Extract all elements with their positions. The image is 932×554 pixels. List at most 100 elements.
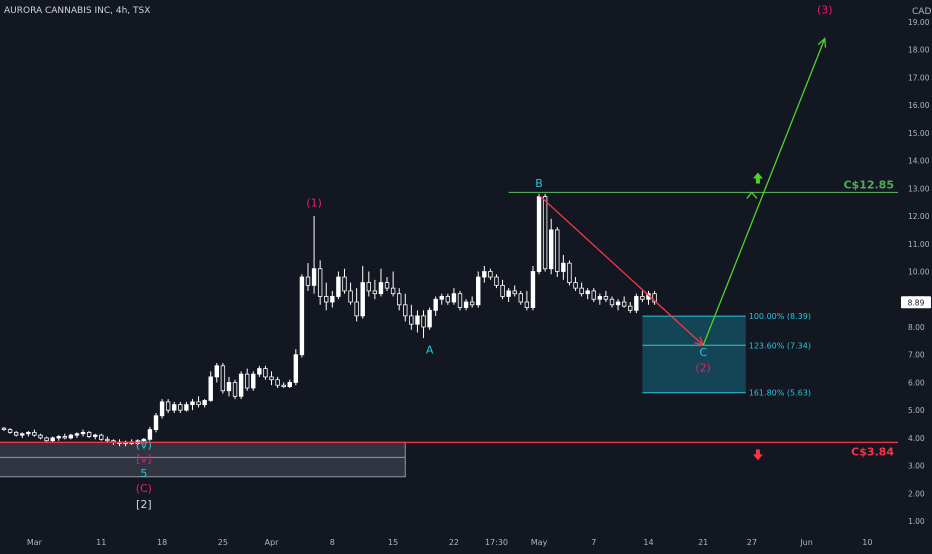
- candle-body: [482, 271, 487, 278]
- chart-title: AURORA CANNABIS INC, 4h, TSX: [4, 6, 150, 16]
- candle-body: [238, 373, 244, 397]
- last-price-label: 8.89: [908, 298, 925, 307]
- candle-body: [518, 293, 523, 303]
- candle-body: [591, 290, 596, 300]
- candle-body: [257, 368, 262, 375]
- time-tick-label: 27: [747, 538, 757, 547]
- candle-body: [317, 268, 323, 297]
- price-tick-label: 2.00: [908, 489, 925, 498]
- wave-label: (3): [817, 4, 833, 17]
- currency-label: CAD: [912, 7, 931, 17]
- candle-body: [7, 429, 13, 433]
- candle-body: [494, 276, 499, 286]
- level-label-resistance: C$12.85: [843, 178, 894, 191]
- candle-body: [269, 376, 274, 381]
- candle-body: [165, 401, 171, 411]
- candle-body: [512, 290, 517, 295]
- wave-label: [v]: [136, 452, 151, 465]
- candle-body: [500, 284, 505, 297]
- candle-body: [585, 290, 590, 295]
- candle-body: [26, 431, 31, 435]
- candle-body: [336, 276, 341, 297]
- time-tick-label: 17:30: [485, 538, 508, 547]
- wave-label: (C): [136, 482, 152, 495]
- projection-line-down: [538, 194, 704, 346]
- candle-body: [433, 298, 438, 311]
- zones-layer: 100.00% (8.39) 123.60% (7.34) 161.80% (5.6…: [0, 312, 811, 478]
- arrow-up-icon: [752, 172, 763, 184]
- wave-label: C: [699, 346, 707, 359]
- wave-label: (V): [136, 438, 152, 451]
- support-zone-box: [0, 441, 406, 478]
- time-tick-label: 22: [449, 538, 459, 547]
- time-tick-label: 8: [330, 538, 335, 547]
- candle-body: [184, 404, 189, 411]
- candle-body: [555, 229, 560, 272]
- price-tick-label: 14.00: [908, 157, 930, 166]
- candle-body: [68, 434, 74, 439]
- candle-body: [524, 301, 530, 308]
- price-tick-label: 12.00: [908, 212, 930, 221]
- time-tick-label: 10: [862, 538, 872, 547]
- candle-body: [634, 296, 639, 311]
- candle-body: [1, 427, 7, 431]
- price-tick-label: 5.00: [908, 406, 925, 415]
- time-axis[interactable]: Mar 11 18 25 Apr 8 15 22 17:30 May 7 14 21 27 Jun 10: [0, 535, 932, 550]
- candle-body: [597, 296, 603, 300]
- price-tick-label: 4.00: [908, 434, 925, 443]
- candle-body: [159, 401, 165, 417]
- time-tick-label: 18: [157, 538, 167, 547]
- candle-body: [378, 282, 384, 295]
- candle-body: [640, 296, 645, 300]
- price-tick-label: 17.00: [908, 73, 930, 82]
- candle-body: [202, 400, 207, 406]
- candle-body: [415, 315, 420, 325]
- time-tick-label: 15: [388, 538, 398, 547]
- candle-body: [384, 282, 390, 289]
- wave-label: (1): [306, 196, 322, 209]
- candle-body: [196, 401, 201, 406]
- price-axis[interactable]: 1.002.003.004.005.006.007.008.009.0010.0…: [898, 0, 932, 550]
- candle-body: [409, 315, 414, 325]
- candle-body: [652, 293, 657, 303]
- wave-label: B: [535, 177, 543, 190]
- wave-label: A: [426, 343, 434, 356]
- price-tick-label: 6.00: [908, 378, 925, 387]
- candle-body: [421, 315, 426, 328]
- arrow-down-icon: [752, 449, 763, 461]
- candle-body: [451, 293, 457, 303]
- candle-body: [396, 293, 402, 306]
- candle-body: [542, 196, 548, 270]
- candle-body: [403, 304, 408, 317]
- candle-body: [476, 276, 481, 306]
- price-tick-label: 7.00: [908, 351, 925, 360]
- candle-body: [603, 296, 609, 300]
- time-tick-label: Mar: [27, 538, 43, 547]
- candle-body: [208, 376, 213, 401]
- candle-body: [251, 373, 256, 389]
- candle-body: [80, 431, 86, 435]
- price-tick-label: 1.00: [908, 517, 925, 526]
- candle-body: [74, 433, 80, 436]
- price-tick-label: 18.00: [908, 46, 930, 55]
- candle-body: [628, 305, 633, 311]
- projection-arrowhead-up: [817, 37, 827, 48]
- candle-body: [463, 301, 469, 308]
- candle-body: [311, 268, 317, 286]
- candle-body: [330, 296, 335, 303]
- candle-body: [214, 365, 219, 378]
- projection-line-up: [702, 38, 826, 346]
- candle-body: [287, 382, 292, 388]
- breakout-chevron-icon: [746, 191, 758, 199]
- wave-label: [2]: [136, 498, 152, 511]
- candle-body: [573, 282, 578, 289]
- candle-body: [530, 271, 536, 308]
- candle-body: [549, 229, 554, 270]
- price-tick-label: 10.00: [908, 268, 930, 277]
- candle-body: [561, 262, 566, 272]
- candle-body: [105, 438, 110, 442]
- candle-body: [536, 196, 542, 272]
- candle-body: [232, 382, 238, 397]
